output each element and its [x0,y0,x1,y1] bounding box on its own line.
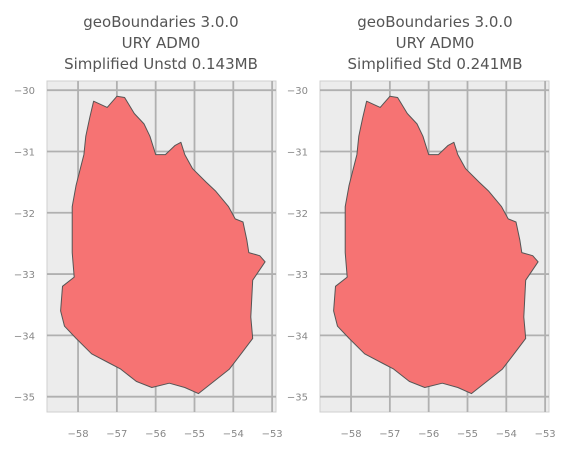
y-tick-labels: −30 −31 −32 −33 −34 −35 [14,86,35,403]
y-tick-labels: −30 −31 −32 −33 −34 −35 [287,86,308,403]
y-tick-label: −35 [287,393,308,404]
y-tick-label: −35 [14,393,35,404]
y-tick-label: −33 [287,270,308,281]
x-tick-label: −54 [496,429,517,440]
x-tick-label: −55 [184,429,205,440]
x-tick-label: −58 [340,429,361,440]
y-tick-label: −30 [287,86,308,97]
uruguay-outline [60,95,266,395]
y-tick-label: −33 [14,270,35,281]
x-tick-label: −57 [106,429,127,440]
x-tick-label: −58 [67,429,88,440]
uruguay-outline [333,95,539,395]
panel-title-line-1: geoBoundaries 3.0.0 [357,13,512,31]
panel-title-line-3: Simplified Unstd 0.143MB [64,55,258,73]
x-tick-label: −53 [535,429,556,440]
y-tick-label: −31 [14,147,35,158]
y-tick-label: −32 [14,209,35,220]
x-tick-labels: −58 −57 −56 −55 −54 −53 [67,429,282,440]
x-tick-label: −56 [145,429,166,440]
panel-title-line-2: URY ADM0 [396,34,475,52]
x-tick-labels: −58 −57 −56 −55 −54 −53 [340,429,555,440]
panel-title-line-3: Simplified Std 0.241MB [348,55,523,73]
y-tick-label: −34 [287,331,308,342]
y-tick-label: −30 [14,86,35,97]
x-tick-label: −57 [379,429,400,440]
x-tick-label: −54 [223,429,244,440]
y-tick-label: −34 [14,331,35,342]
panel-title-line-2: URY ADM0 [122,34,201,52]
x-tick-label: −53 [262,429,283,440]
y-tick-label: −31 [287,147,308,158]
x-tick-label: −56 [418,429,439,440]
map-panel-std: geoBoundaries 3.0.0 URY ADM0 Simplified … [287,13,556,440]
y-tick-label: −32 [287,209,308,220]
map-panel-unstd: geoBoundaries 3.0.0 URY ADM0 Simplified … [14,13,283,440]
panel-title-line-1: geoBoundaries 3.0.0 [83,13,238,31]
x-tick-label: −55 [457,429,478,440]
